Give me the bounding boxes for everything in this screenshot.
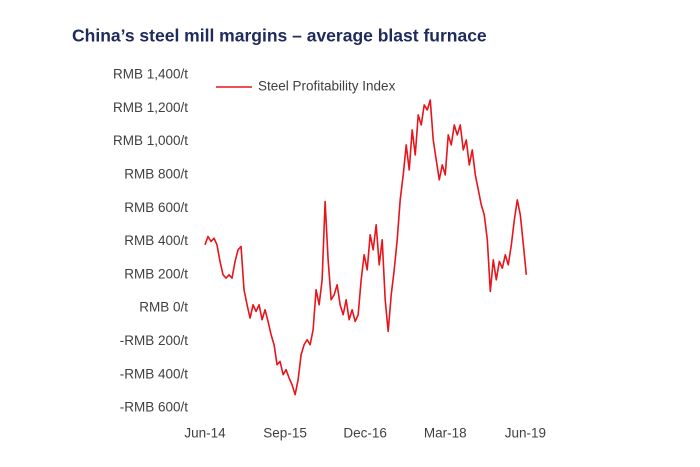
y-tick-label: RMB 1,400/t: [113, 67, 188, 82]
y-tick-label: -RMB 400/t: [120, 366, 189, 381]
x-tick-label: Mar-18: [424, 426, 467, 441]
y-tick-label: -RMB 200/t: [120, 333, 189, 348]
x-tick-label: Jun-14: [184, 426, 226, 441]
y-tick-label: RMB 600/t: [124, 200, 188, 215]
data-line: [204, 99, 528, 396]
y-tick-label: RMB 1,000/t: [113, 133, 188, 148]
legend-label: Steel Profitability Index: [258, 79, 396, 94]
y-tick-label: RMB 800/t: [124, 166, 188, 181]
y-tick-label: RMB 0/t: [139, 300, 188, 315]
y-tick-label: RMB 200/t: [124, 266, 188, 281]
x-tick-label: Jun-19: [505, 426, 546, 441]
x-tick-label: Dec-16: [343, 426, 387, 441]
x-tick-label: Sep-15: [263, 426, 307, 441]
y-tick-label: RMB 400/t: [124, 233, 188, 248]
y-tick-label: RMB 1,200/t: [113, 100, 188, 115]
chart-title: China’s steel mill margins – average bla…: [72, 26, 487, 46]
y-tick-label: -RMB 600/t: [120, 400, 189, 415]
